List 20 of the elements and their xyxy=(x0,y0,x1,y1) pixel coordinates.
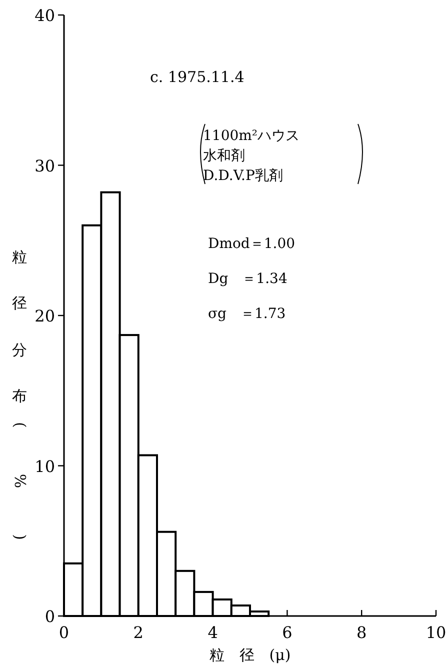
y-tick-label: 0 xyxy=(44,607,55,626)
annotation: 水和剤 xyxy=(203,148,245,164)
text: c. 1975.11.4 xyxy=(150,68,244,86)
annotation: σg ＝1.73 xyxy=(208,306,286,322)
y-tick-label: 40 xyxy=(34,6,55,25)
x-tick-label: 2 xyxy=(133,623,144,642)
x-tick-label: 4 xyxy=(208,623,218,642)
y-tick-label: 10 xyxy=(34,456,55,476)
y-tick-label: 20 xyxy=(34,306,55,326)
x-tick-label: 8 xyxy=(356,623,367,642)
x-tick-label: 10 xyxy=(426,623,446,642)
x-tick-label: 6 xyxy=(282,623,292,642)
annotation: D.D.V.P乳剤 xyxy=(203,168,283,184)
annotation: Dg ＝1.34 xyxy=(208,271,288,287)
annotation: Dmod＝1.00 xyxy=(208,236,296,252)
y-tick-label: 30 xyxy=(34,156,55,176)
x-tick-label: 0 xyxy=(58,623,70,642)
x-axis-title: 粒 径 (μ) xyxy=(209,646,291,664)
y-axis-title: 粒径分布(%) xyxy=(11,238,29,586)
annotation: 1100m²ハウス xyxy=(203,128,300,144)
